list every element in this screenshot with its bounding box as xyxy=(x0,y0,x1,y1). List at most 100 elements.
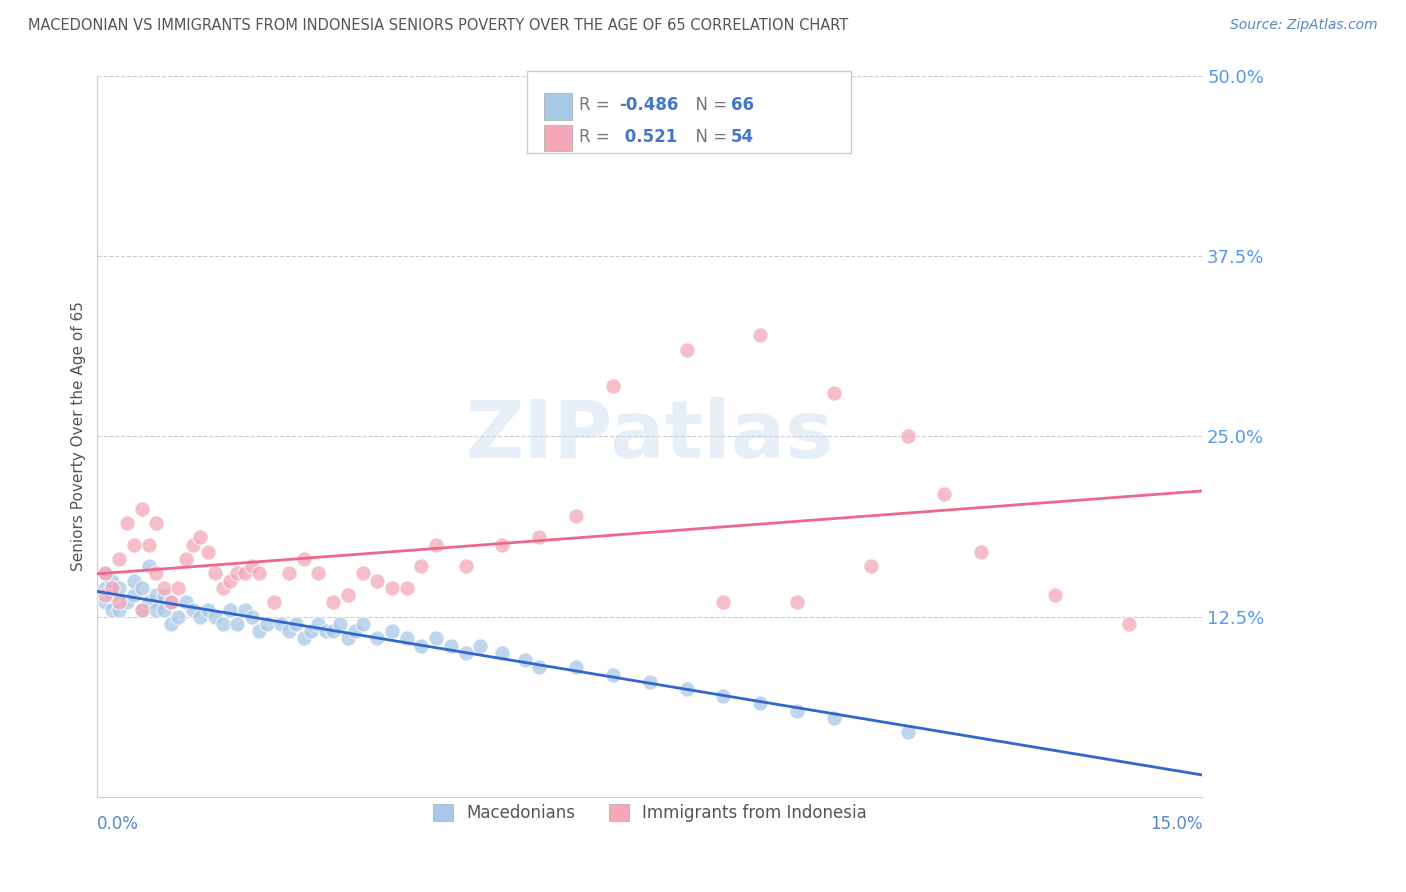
Point xyxy=(786,704,808,718)
Point xyxy=(190,609,212,624)
Point xyxy=(322,624,344,639)
Point xyxy=(219,602,242,616)
Point xyxy=(131,581,153,595)
Point xyxy=(285,617,308,632)
Point xyxy=(411,559,433,574)
Text: -0.486: -0.486 xyxy=(619,96,678,114)
Point xyxy=(167,609,190,624)
Point xyxy=(602,667,624,681)
Point xyxy=(233,566,256,581)
Point xyxy=(145,602,167,616)
Point xyxy=(381,581,404,595)
Point xyxy=(131,501,153,516)
Point xyxy=(277,624,299,639)
Point xyxy=(152,588,174,602)
Point xyxy=(395,632,418,646)
Point xyxy=(897,725,920,739)
Point xyxy=(1118,617,1140,632)
Point xyxy=(602,379,624,393)
Point xyxy=(145,516,167,530)
Point xyxy=(101,574,124,588)
Point xyxy=(211,617,233,632)
Point xyxy=(160,595,183,609)
Point xyxy=(352,566,374,581)
Point xyxy=(122,574,145,588)
Point xyxy=(270,617,292,632)
Point xyxy=(411,639,433,653)
Point xyxy=(749,328,772,343)
Point xyxy=(454,559,477,574)
Point xyxy=(93,588,115,602)
Point xyxy=(101,602,124,616)
Point xyxy=(277,566,299,581)
Point xyxy=(307,566,329,581)
Point xyxy=(247,624,270,639)
Point xyxy=(263,595,285,609)
Point xyxy=(160,595,183,609)
Text: R =: R = xyxy=(579,128,616,146)
Point xyxy=(513,653,536,667)
Point xyxy=(197,602,219,616)
Point xyxy=(713,689,735,703)
Point xyxy=(454,646,477,660)
Point xyxy=(240,609,263,624)
Point xyxy=(529,530,551,544)
Point xyxy=(425,538,447,552)
Point xyxy=(145,566,167,581)
Point xyxy=(344,624,367,639)
Point xyxy=(675,681,697,696)
Point xyxy=(897,429,920,443)
Point xyxy=(204,609,226,624)
Point xyxy=(93,566,115,581)
Point xyxy=(315,624,337,639)
Point xyxy=(108,581,131,595)
Point xyxy=(256,617,278,632)
Point xyxy=(197,545,219,559)
Point xyxy=(307,617,329,632)
Point xyxy=(934,487,956,501)
Point xyxy=(115,516,138,530)
Point xyxy=(395,581,418,595)
Point xyxy=(299,624,322,639)
Point xyxy=(93,581,115,595)
Point xyxy=(108,602,131,616)
Point xyxy=(565,660,588,674)
Text: 15.0%: 15.0% xyxy=(1150,815,1202,833)
Text: MACEDONIAN VS IMMIGRANTS FROM INDONESIA SENIORS POVERTY OVER THE AGE OF 65 CORRE: MACEDONIAN VS IMMIGRANTS FROM INDONESIA … xyxy=(28,18,848,33)
Text: Source: ZipAtlas.com: Source: ZipAtlas.com xyxy=(1230,18,1378,32)
Point xyxy=(329,617,352,632)
Point xyxy=(174,595,197,609)
Text: 66: 66 xyxy=(731,96,754,114)
Point xyxy=(970,545,993,559)
Point xyxy=(181,538,204,552)
Point xyxy=(381,624,404,639)
Point xyxy=(823,711,845,725)
Point xyxy=(859,559,882,574)
Text: N =: N = xyxy=(685,128,733,146)
Text: ZIPatlas: ZIPatlas xyxy=(465,397,834,475)
Point xyxy=(226,566,249,581)
Point xyxy=(219,574,242,588)
Point xyxy=(749,697,772,711)
Point xyxy=(470,639,492,653)
Point xyxy=(638,674,661,689)
Point xyxy=(491,538,513,552)
Point xyxy=(115,595,138,609)
Point xyxy=(122,538,145,552)
Point xyxy=(211,581,233,595)
Point xyxy=(529,660,551,674)
Point xyxy=(675,343,697,357)
Text: 0.521: 0.521 xyxy=(619,128,676,146)
Point xyxy=(93,595,115,609)
Point xyxy=(366,632,388,646)
Point xyxy=(145,588,167,602)
Point xyxy=(226,617,249,632)
Point xyxy=(108,552,131,566)
Point xyxy=(292,632,315,646)
Point xyxy=(366,574,388,588)
Point xyxy=(152,581,174,595)
Point xyxy=(204,566,226,581)
Point xyxy=(565,508,588,523)
Text: 0.0%: 0.0% xyxy=(97,815,139,833)
Point xyxy=(160,617,183,632)
